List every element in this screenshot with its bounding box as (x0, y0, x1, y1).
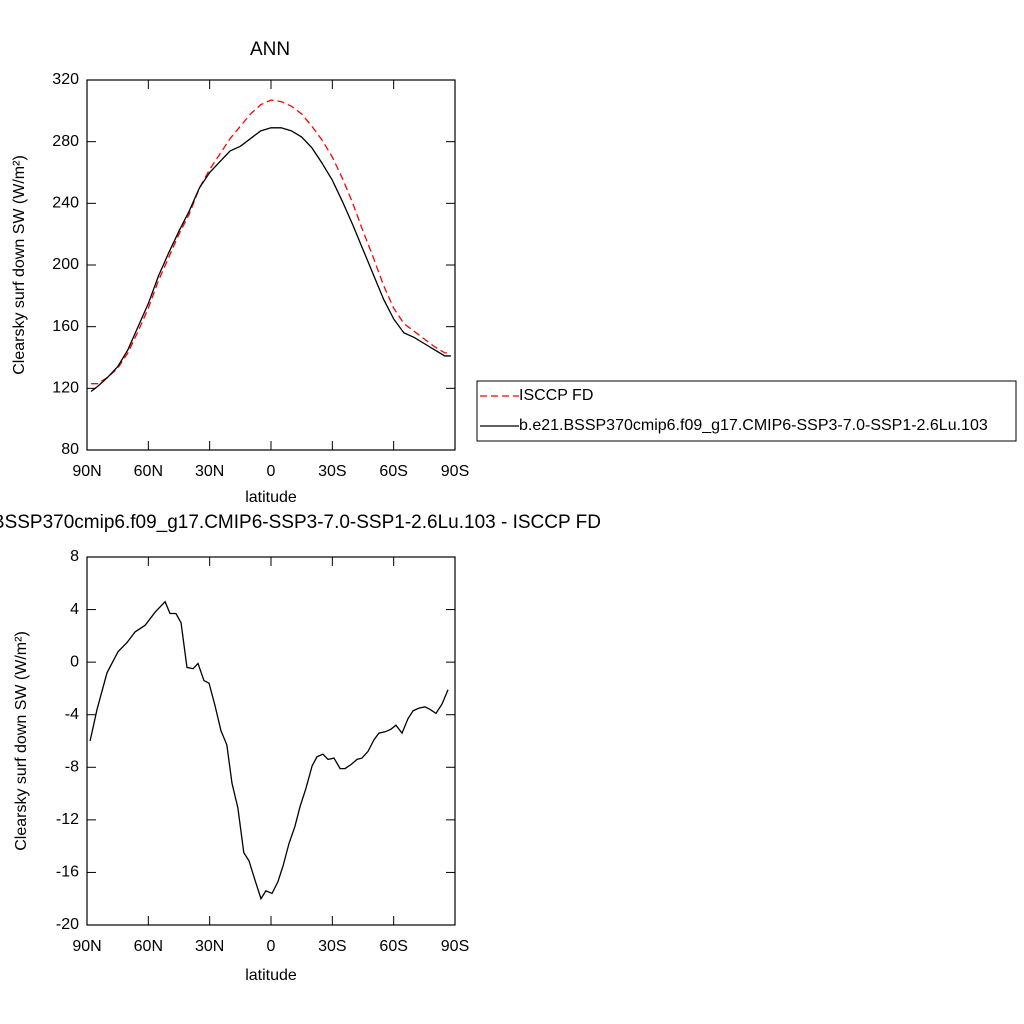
y-tick-label: -12 (56, 811, 79, 828)
x-tick-label: 90S (441, 463, 469, 480)
x-tick-label: 60S (379, 463, 407, 480)
y-tick-label: 320 (52, 71, 79, 88)
y-tick-label: -16 (56, 864, 79, 881)
data-line (89, 600, 449, 901)
legend-label: ISCCP FD (519, 387, 593, 404)
y-tick-label: 160 (52, 318, 79, 335)
x-tick-label: 30S (318, 938, 346, 955)
legend-label: b.e21.BSSP370cmip6.f09_g17.CMIP6-SSP3-7.… (519, 417, 988, 434)
x-tick-label: 60S (379, 938, 407, 955)
y-tick-label: 120 (52, 380, 79, 397)
y-axis-label: Clearsky surf down SW (W/m²) (13, 631, 30, 851)
x-tick-label: 90N (72, 463, 101, 480)
y-axis-label: Clearsky surf down SW (W/m²) (11, 155, 28, 375)
y-tick-label: 280 (52, 133, 79, 150)
x-tick-label: 30S (318, 463, 346, 480)
data-line (91, 99, 451, 385)
y-tick-label: -20 (56, 916, 79, 933)
x-tick-label: 90N (72, 938, 101, 955)
y-tick-label: 0 (70, 653, 79, 670)
x-tick-label: 30N (195, 938, 224, 955)
y-tick-label: 4 (70, 601, 79, 618)
x-tick-label: 60N (134, 463, 163, 480)
chart-title: ANN (250, 39, 290, 60)
plot-frame (86, 79, 456, 451)
y-tick-label: -8 (65, 759, 79, 776)
x-tick-label: 0 (267, 938, 276, 955)
plot-frame (86, 556, 456, 926)
chart-title: b.e21.BSSP370cmip6.f09_g17.CMIP6-SSP3-7.… (0, 512, 601, 533)
x-tick-label: 60N (134, 938, 163, 955)
y-tick-label: 8 (70, 548, 79, 565)
x-axis-label: latitude (245, 489, 297, 506)
y-tick-label: 200 (52, 256, 79, 273)
y-tick-label: 80 (61, 441, 79, 458)
x-tick-label: 30N (195, 463, 224, 480)
legend-box (476, 380, 1017, 442)
x-axis-label: latitude (245, 967, 297, 984)
y-tick-label: -4 (65, 706, 79, 723)
x-tick-label: 0 (267, 463, 276, 480)
x-tick-label: 90S (441, 938, 469, 955)
data-line (90, 127, 451, 392)
y-tick-label: 240 (52, 195, 79, 212)
